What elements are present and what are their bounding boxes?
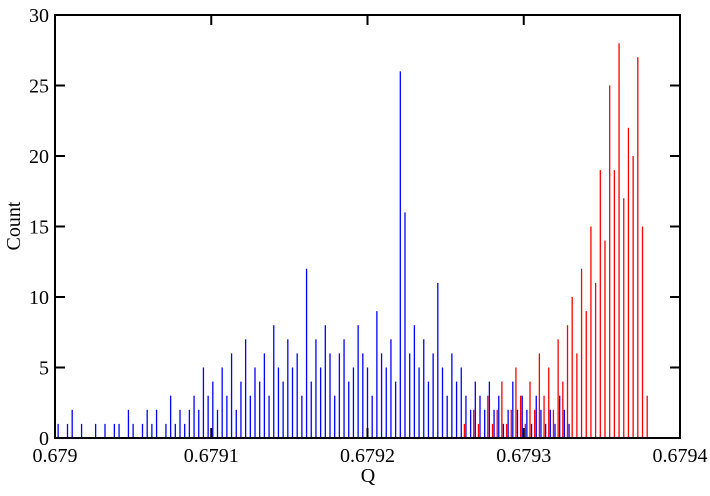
y-tick-label: 20 (29, 146, 49, 168)
x-axis-label: Q (361, 465, 376, 487)
y-tick-label: 5 (39, 358, 49, 380)
x-tick-label: 0.6792 (340, 445, 395, 467)
y-tick-label: 15 (29, 217, 49, 239)
y-tick-label: 0 (39, 428, 49, 450)
y-axis-label: Count (3, 201, 25, 250)
x-tick-label: 0.6791 (184, 445, 239, 467)
y-tick-label: 30 (29, 5, 49, 27)
y-tick-label: 25 (29, 76, 49, 98)
x-tick-label: 0.6793 (496, 445, 551, 467)
x-tick-label: 0.6794 (653, 445, 708, 467)
x-tick-label: 0.679 (33, 445, 78, 467)
y-tick-label: 10 (29, 287, 49, 309)
